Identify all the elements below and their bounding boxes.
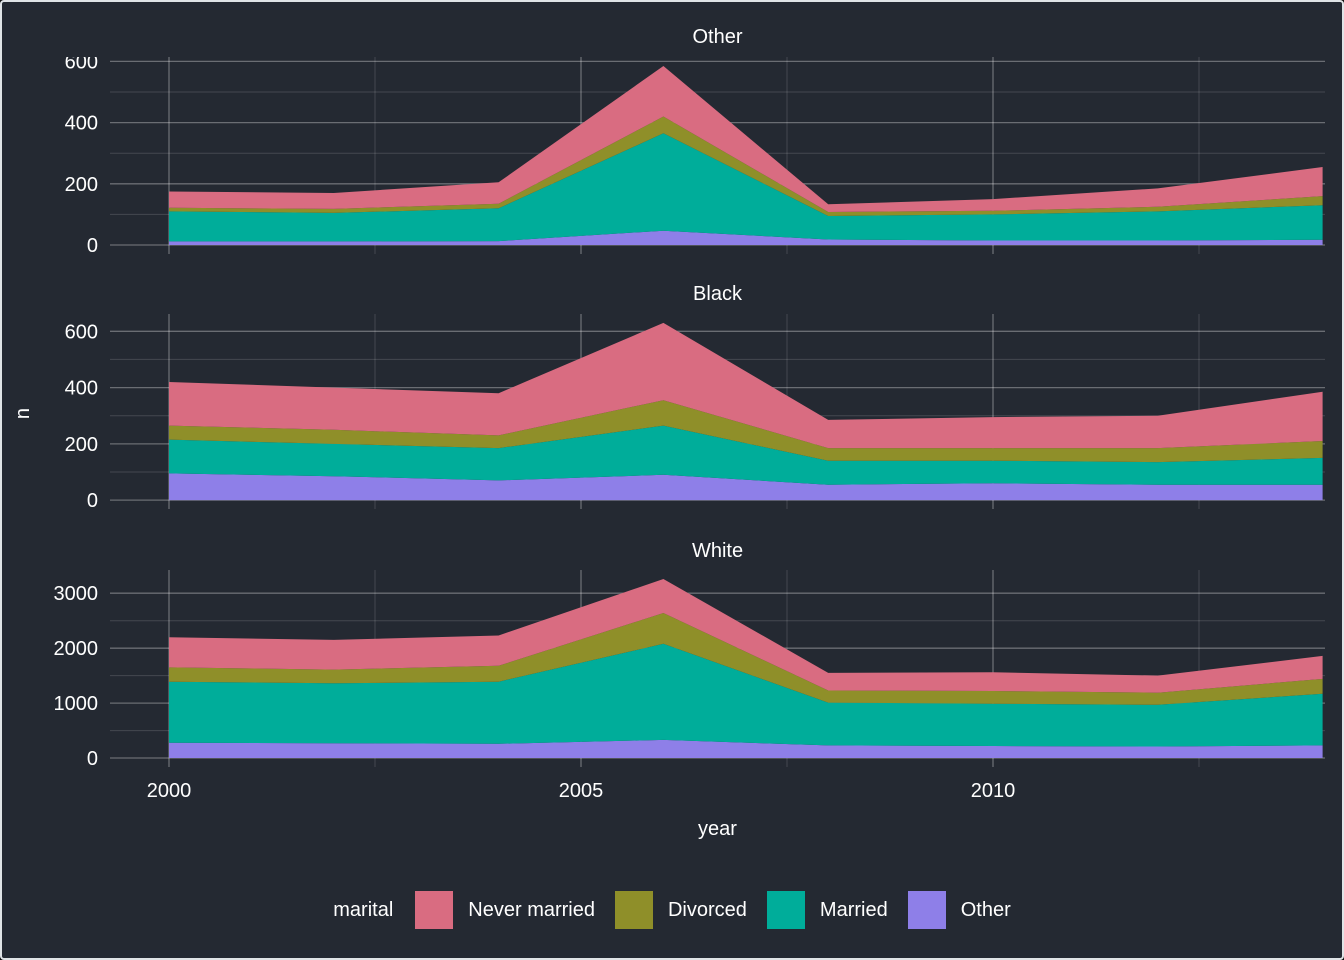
area-divorced (169, 400, 1323, 463)
y-tick-label: 0 (87, 748, 98, 767)
legend-label-never-married: Never married (468, 898, 595, 921)
x-axis-tick-labels: 2000 2005 2010 (2, 780, 1342, 806)
x-axis-title: year (698, 818, 737, 840)
area-married (169, 425, 1323, 485)
area-divorced (169, 116, 1323, 216)
facet-panel-other: 0 200 400 600 (65, 57, 1325, 254)
legend-label-other: Other (960, 898, 1011, 921)
legend-swatch-other (907, 891, 946, 929)
y-tick-label: 200 (65, 434, 98, 456)
area-never-married (169, 322, 1323, 449)
y-tick-label: 600 (65, 321, 98, 343)
legend-label-divorced: Divorced (667, 898, 747, 921)
y-tick-label: 200 (65, 174, 98, 196)
area-never-married (169, 66, 1323, 212)
x-tick-label: 2010 (970, 780, 1016, 802)
area-other (169, 230, 1323, 245)
area-married (169, 643, 1323, 747)
y-tick-label: 400 (65, 113, 98, 135)
y-tick-label: 600 (65, 57, 98, 73)
legend-swatch-never-married (415, 891, 454, 929)
legend-title: marital (333, 898, 394, 921)
facet-panel-black: 0 200 400 600 (65, 314, 1325, 509)
legend-label-married: Married (819, 898, 888, 921)
legend-swatch-married (766, 891, 805, 929)
x-tick-label: 2005 (558, 780, 604, 802)
facet-title-white: White (691, 540, 744, 562)
y-tick-label: 1000 (54, 693, 99, 715)
legend-swatch-divorced (614, 891, 653, 929)
y-tick-label: 400 (65, 378, 98, 400)
y-tick-label: 0 (87, 490, 98, 509)
y-tick-label: 0 (87, 235, 98, 254)
y-tick-label: 2000 (54, 638, 99, 660)
legend: marital Never married Divorced Married O… (2, 882, 1342, 938)
legend-entry-divorced: Divorced (614, 891, 747, 929)
area-other (169, 473, 1323, 501)
y-tick-label: 3000 (54, 583, 99, 605)
area-other (169, 739, 1323, 758)
facet-panel-white: 0 1000 2000 3000 (54, 570, 1325, 767)
facet-title-other: Other (692, 26, 743, 48)
area-divorced (169, 613, 1323, 705)
x-tick-label: 2000 (146, 780, 192, 802)
facet-title-black: Black (693, 283, 742, 305)
legend-entry-married: Married (766, 891, 888, 929)
legend-entry-other: Other (907, 891, 1011, 929)
legend-entry-never-married: Never married (415, 891, 595, 929)
area-married (169, 133, 1323, 242)
area-never-married (169, 579, 1323, 693)
